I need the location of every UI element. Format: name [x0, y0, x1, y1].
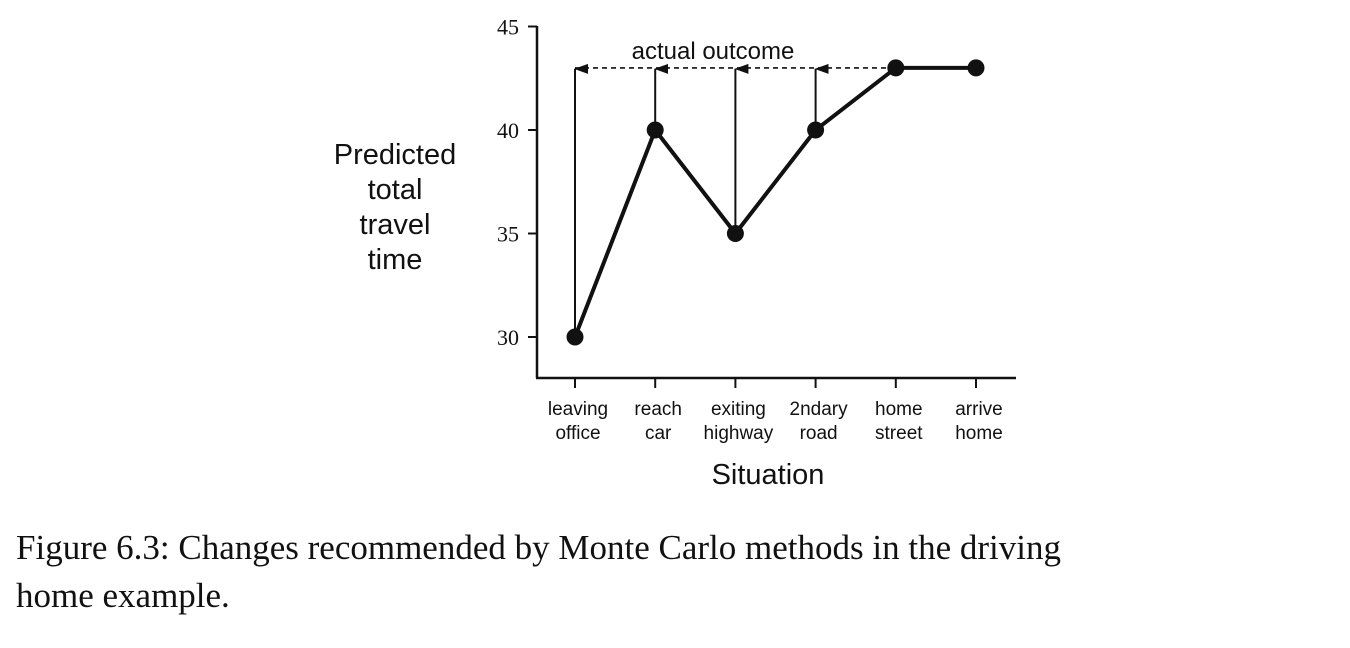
chart: 30 35 40 45 leaving office reach car exiting hig… — [334, 15, 1016, 491]
actual-outcome-annotation: actual outcome — [632, 38, 795, 65]
prediction-series — [566, 59, 985, 346]
series-line — [573, 65, 976, 338]
x-category-label-line: arrive — [955, 399, 1003, 420]
x-category-labels: leaving office reach car exiting highway 2ndar… — [548, 399, 1003, 444]
x-category-label-line: exiting — [711, 399, 766, 420]
x-category-label-line: home — [875, 399, 923, 420]
x-category-label-line: car — [645, 423, 672, 444]
x-category-label-line: office — [555, 423, 600, 444]
y-axis-title-line: travel — [360, 209, 431, 241]
axes — [528, 25, 1016, 388]
y-axis-title: Predicted total travel time — [334, 139, 457, 276]
x-category-label-line: road — [800, 423, 838, 444]
x-category-label: 2ndary road — [790, 399, 849, 444]
y-axis-title-line: Predicted — [334, 139, 457, 171]
y-axis-title-line: time — [368, 244, 423, 276]
x-category-label-line: highway — [704, 423, 774, 444]
update-arrows — [574, 63, 829, 337]
data-point — [967, 59, 985, 77]
data-point — [566, 328, 584, 346]
y-tick-label-45: 45 — [497, 15, 519, 40]
y-tick-label-30: 30 — [497, 325, 519, 350]
x-category-label-line: leaving — [548, 399, 608, 420]
x-category-label-line: home — [955, 423, 1003, 444]
x-category-label: arrive home — [955, 399, 1003, 444]
y-tick-labels: 30 35 40 45 — [497, 15, 519, 351]
x-category-label: home street — [875, 399, 923, 444]
data-point — [726, 225, 744, 242]
y-tick-label-40: 40 — [497, 118, 519, 143]
y-axis-title-line: total — [368, 174, 423, 206]
x-category-label: leaving office — [548, 399, 608, 444]
x-category-label: reach car — [634, 399, 682, 444]
caption-line-2: home example. — [16, 576, 230, 615]
x-category-label-line: reach — [634, 399, 682, 420]
x-axis-title: Situation — [712, 459, 825, 491]
data-point — [807, 121, 825, 139]
x-category-label: exiting highway — [704, 399, 774, 444]
figure-caption: Figure 6.3: Changes recommended by Monte… — [16, 524, 1328, 620]
caption-line-1: Figure 6.3: Changes recommended by Monte… — [16, 528, 1061, 567]
x-category-label-line: 2ndary — [790, 399, 849, 420]
data-point — [646, 121, 664, 139]
data-point — [887, 59, 905, 77]
y-tick-label-35: 35 — [497, 222, 519, 247]
x-category-label-line: street — [875, 423, 923, 444]
